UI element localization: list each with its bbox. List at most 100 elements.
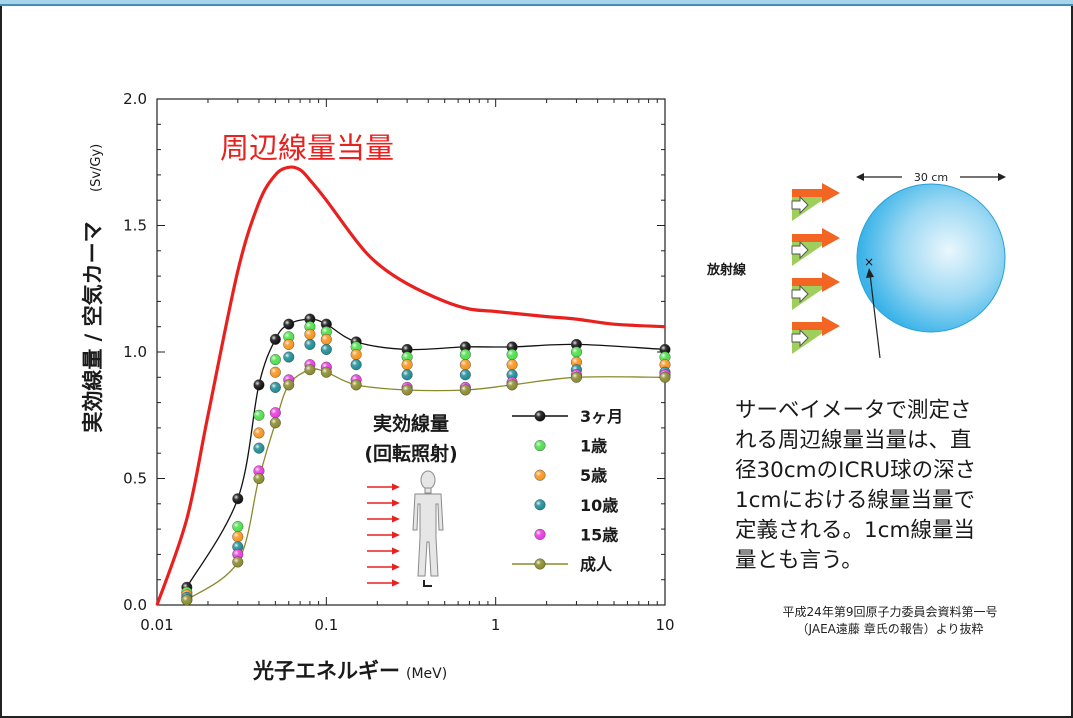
explanation-note: サーベイメータで測定さ れる周辺線量当量は、直 径30cmのICRU球の深さ 1…: [735, 396, 1045, 576]
data-point-shine: [460, 369, 471, 381]
data-point-shine: [401, 351, 413, 363]
legend-label: 成人: [580, 555, 613, 574]
data-point-shine: [304, 321, 316, 333]
data-point-shine: [506, 369, 518, 381]
orange-arrow-shaft: [792, 189, 824, 197]
data-point-shine: [571, 339, 582, 350]
axis-ticks: [156, 98, 665, 606]
data-point-shine: [304, 313, 316, 325]
source-line-1: 平成24年第9回原子力委員会資料第一号: [782, 605, 998, 619]
rotation-irradiation-label: (回転照射): [364, 442, 457, 465]
width-arrowhead-right-icon: [998, 173, 1006, 181]
legend-marker-shine: [534, 410, 546, 422]
data-point-shine: [571, 356, 582, 368]
red-arrowhead-icon: [392, 547, 400, 555]
legend-label: 15歳: [580, 525, 618, 544]
legend-label: 5歳: [580, 466, 607, 485]
legend-marker-shine: [534, 529, 546, 540]
x-tick-label: 0.01: [140, 616, 173, 634]
data-point-shine: [232, 556, 244, 568]
data-point-shine: [270, 354, 281, 365]
data-point-shine: [321, 326, 332, 338]
x-tick-label: 10: [655, 616, 674, 634]
note-line: 径30cmのICRU球の深さ: [735, 458, 977, 483]
source-citation: 平成24年第9回原子力委員会資料第一号 （JAEA遠藤 章氏の報告）より抜粋: [720, 604, 1060, 638]
note-line: れる周辺線量当量は、直: [735, 428, 972, 453]
data-point-shine: [232, 549, 244, 560]
data-point-shine: [253, 427, 265, 439]
data-point-shine: [460, 384, 471, 396]
white-arrow-icon: [791, 195, 809, 215]
orange-arrowhead-icon: [822, 183, 840, 203]
orange-arrow-shaft: [792, 278, 824, 286]
data-point-shine: [232, 493, 244, 505]
pointer-arrowhead-icon: [866, 268, 874, 278]
orange-arrowhead-icon: [822, 272, 840, 292]
data-point-shine: [232, 531, 244, 542]
y-tick-label: 1.0: [123, 343, 147, 361]
data-point-shine: [270, 407, 281, 419]
legend-marker-shine: [534, 558, 546, 570]
y-tick-label: 0.5: [123, 470, 147, 488]
note-line: 定義される。1cm線量当: [735, 518, 975, 543]
red-arrowhead-icon: [392, 531, 400, 539]
data-point-shine: [283, 339, 295, 350]
legend-marker-shine: [534, 469, 546, 481]
data-point-shine: [460, 349, 471, 360]
data-point-shine: [571, 372, 582, 383]
width-label: 30 cm: [914, 171, 948, 184]
data-point-shine: [304, 328, 316, 340]
legend-label: 10歳: [580, 496, 618, 515]
note-line: 1cmにおける線量当量で: [735, 488, 975, 513]
data-point-shine: [253, 473, 265, 484]
human-figure-icon: [412, 470, 444, 587]
data-point-shine: [571, 346, 582, 358]
red-arrowhead-icon: [392, 579, 400, 587]
width-arrowhead-left-icon: [856, 173, 864, 181]
white-arrow-icon: [791, 328, 809, 348]
red-arrowhead-icon: [392, 483, 400, 491]
series-layer: [155, 165, 671, 606]
slide-top-band: [0, 0, 1073, 6]
pointer-line: [869, 273, 881, 359]
data-point-shine: [270, 417, 281, 429]
data-point-shine: [283, 318, 295, 330]
data-point-shine: [350, 359, 362, 370]
data-point-shine: [253, 442, 265, 454]
ambient-dose-label: 周辺線量当量: [220, 131, 394, 165]
y-axis-title: 実効線量 / 空気カーマ: [81, 221, 105, 432]
data-point-shine: [321, 366, 332, 378]
data-point-shine: [659, 372, 671, 383]
effective-dose-title: 実効線量: [373, 412, 449, 435]
data-point-shine: [304, 364, 316, 376]
y-tick-label: 2.0: [123, 90, 147, 108]
data-point-shine: [232, 541, 244, 553]
data-point-shine: [460, 341, 471, 353]
radiation-label: 放射線: [706, 262, 747, 278]
red-arrowhead-icon: [392, 563, 400, 571]
data-point-shine: [401, 344, 413, 355]
data-point-shine: [659, 344, 671, 355]
data-point-shine: [253, 379, 265, 391]
red-arrowhead-icon: [392, 515, 400, 523]
measurement-point-icon: ×: [864, 255, 874, 269]
y-tick-label: 0.0: [123, 596, 147, 614]
data-point-shine: [506, 379, 518, 391]
source-line-2: （JAEA遠藤 章氏の報告）より抜粋: [796, 622, 984, 636]
data-point-shine: [283, 331, 295, 343]
x-tick-label: 0.1: [314, 616, 338, 634]
white-arrow-icon: [791, 284, 809, 304]
y-axis-title-group: 実効線量 / 空気カーマ (Sv/Gy): [81, 144, 105, 433]
data-point-shine: [283, 351, 295, 363]
x-axis-unit: (MeV): [406, 666, 447, 682]
radiation-arrows: [791, 183, 840, 354]
data-point-shine: [181, 594, 193, 606]
y-tick-label: 1.5: [123, 217, 147, 235]
data-point-shine: [460, 359, 471, 370]
data-point-shine: [506, 349, 518, 360]
data-point-shine: [401, 359, 413, 370]
data-point-shine: [270, 366, 281, 378]
